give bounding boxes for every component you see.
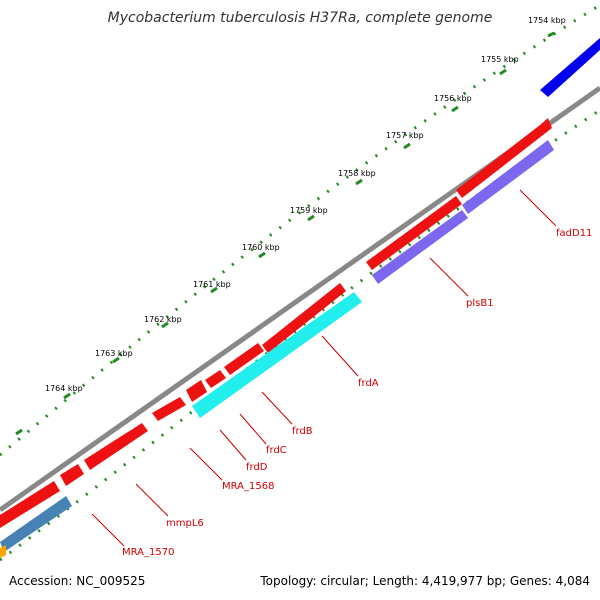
gene-label[interactable]: frdB — [292, 426, 313, 437]
scale-label: 1755 kbp — [481, 55, 519, 64]
gene-label[interactable]: plsB1 — [466, 298, 494, 309]
gene-label[interactable]: frdA — [358, 378, 379, 389]
scale-labels: 1754 kbp 1755 kbp 1756 kbp 1757 kbp 1758… — [45, 16, 566, 393]
scale-ticks — [15, 31, 555, 436]
gene-block[interactable] — [0, 545, 6, 558]
scale-arc — [0, 3, 600, 457]
scale-label: 1764 kbp — [45, 384, 83, 393]
genome-summary-text: Topology: circular; Length: 4,419,977 bp… — [259, 574, 590, 588]
map-title: Mycobacterium tuberculosis H37Ra, comple… — [108, 10, 493, 26]
scale-label: 1758 kbp — [338, 169, 376, 178]
gene-label[interactable]: frdC — [266, 445, 287, 456]
gene-labels: fadD11 plsB1 frdA frdB frdC frdD MRA_156… — [122, 228, 592, 558]
gene-block[interactable] — [366, 196, 462, 270]
scale-label: 1756 kbp — [434, 94, 472, 103]
gene-block[interactable] — [372, 210, 468, 284]
gene-label[interactable]: MRA_1570 — [122, 547, 174, 558]
scale-label: 1759 kbp — [290, 206, 328, 215]
gene-block[interactable] — [192, 292, 362, 418]
gene-block[interactable] — [60, 464, 84, 486]
scale-label: 1762 kbp — [144, 315, 182, 324]
gene-block[interactable] — [224, 343, 264, 375]
scale-label: 1754 kbp — [528, 16, 566, 25]
forward-genes — [0, 118, 552, 528]
gene-block[interactable] — [152, 397, 186, 421]
gene-block[interactable] — [186, 380, 207, 402]
gene-block[interactable] — [462, 140, 554, 214]
gene-label[interactable]: fadD11 — [556, 228, 592, 239]
gene-label[interactable]: MRA_1568 — [222, 481, 274, 492]
gene-block[interactable] — [262, 283, 346, 353]
gene-label[interactable]: mmpL6 — [166, 518, 204, 529]
gene-block[interactable] — [0, 481, 60, 528]
gene-block[interactable] — [540, 38, 600, 97]
gene-block[interactable] — [456, 118, 552, 198]
gene-block[interactable] — [0, 496, 72, 552]
scale-label: 1757 kbp — [386, 131, 424, 140]
scale-label: 1761 kbp — [193, 280, 231, 289]
label-lines — [91, 189, 557, 547]
accession-text: Accession: NC_009525 — [9, 574, 145, 588]
gene-block[interactable] — [205, 370, 226, 388]
gene-label[interactable]: frdD — [246, 462, 268, 473]
scale-label: 1763 kbp — [95, 349, 133, 358]
gene-block[interactable] — [84, 423, 148, 470]
scale-label: 1760 kbp — [242, 243, 280, 252]
